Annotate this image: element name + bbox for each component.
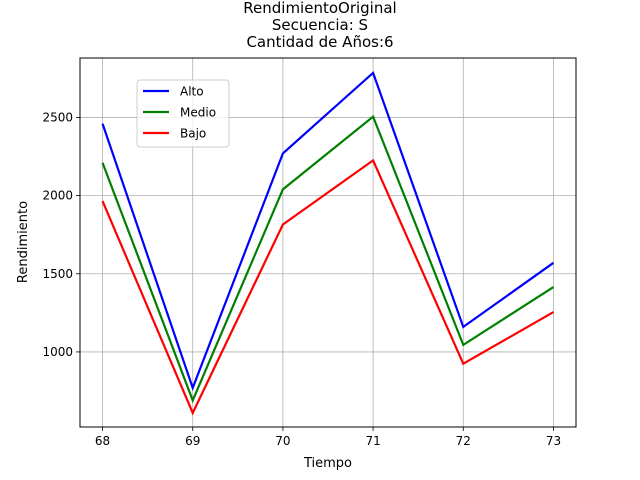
y-tick-label: 2000	[42, 189, 73, 203]
grid-layer	[80, 58, 576, 427]
legend: Alto Medio Bajo	[136, 79, 230, 148]
x-tick-label: 73	[546, 434, 561, 448]
legend-box	[136, 79, 230, 148]
series-layer	[101, 70, 555, 416]
legend-label: Medio	[180, 106, 216, 120]
series-line-medio	[101, 114, 555, 404]
tick-layer: 68 69 70 71 72 73 1000 1500 2000 2500	[42, 110, 561, 448]
y-tick-label: 1000	[42, 345, 73, 359]
legend-label: Bajo	[180, 127, 206, 141]
x-axis-label: Tiempo	[303, 456, 352, 471]
x-tick-label: 72	[456, 434, 471, 448]
x-tick-label: 71	[365, 434, 380, 448]
chart-title-line-1: RendimientoOriginal	[243, 0, 397, 17]
chart-title-line-3: Cantidad de Años:6	[246, 33, 394, 51]
legend-label: Alto	[180, 85, 204, 99]
series-line-alto	[101, 70, 555, 392]
x-tick-label: 70	[275, 434, 290, 448]
series-line-bajo	[101, 158, 555, 416]
x-tick-label: 69	[185, 434, 200, 448]
x-tick-label: 68	[95, 434, 110, 448]
plot-frame	[79, 57, 577, 428]
y-axis-label: Rendimiento	[16, 201, 31, 283]
chart-title-line-2: Secuencia: S	[271, 16, 369, 34]
y-tick-label: 2500	[42, 110, 73, 124]
y-tick-label: 1500	[42, 267, 73, 281]
